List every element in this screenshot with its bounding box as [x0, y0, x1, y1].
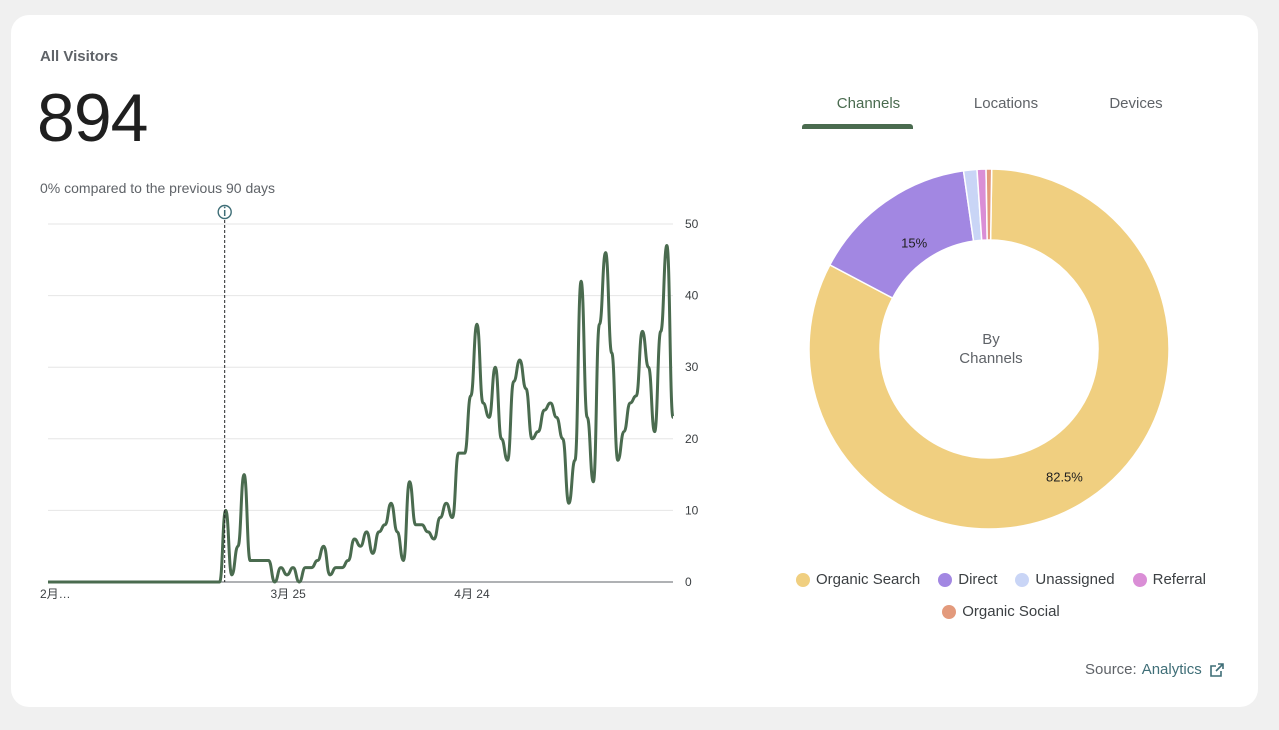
active-tab-indicator [802, 124, 913, 129]
tab-devices[interactable]: Devices [1109, 95, 1163, 112]
source-prefix: Source: [1085, 661, 1137, 678]
legend-item-organic-search[interactable]: Organic Search [796, 571, 920, 588]
legend-item-unassigned[interactable]: Unassigned [1015, 571, 1115, 588]
slice-label: 15% [901, 236, 927, 251]
source-link[interactable]: Analytics [1141, 661, 1202, 678]
external-link-icon[interactable] [1209, 662, 1224, 677]
line-chart-svg: 0 10 20 30 40 50 2月… 3月 25 4月 24 [40, 204, 699, 601]
donut-center-line2: Channels [959, 350, 1023, 367]
legend-item-direct[interactable]: Direct [938, 571, 997, 588]
line-chart: 0 10 20 30 40 50 2月… 3月 25 4月 24 [11, 15, 751, 707]
tab-locations[interactable]: Locations [973, 95, 1039, 112]
legend-item-referral[interactable]: Referral [1132, 571, 1206, 588]
info-icon[interactable] [217, 204, 232, 220]
x-tick-label: 4月 24 [454, 587, 490, 601]
legend-label: Direct [958, 571, 998, 588]
legend-label: Referral [1152, 571, 1206, 588]
x-tick-label: 2月… [40, 587, 71, 601]
donut-center-label: By Channels [911, 330, 1071, 368]
y-tick-label: 40 [685, 289, 699, 303]
comparison-text: 0% compared to the previous 90 days [40, 180, 276, 196]
slice-label: 82.5% [1046, 469, 1083, 484]
source-line: Source: Analytics [1085, 661, 1224, 678]
legend-dot [938, 572, 953, 587]
donut-slice[interactable] [808, 168, 1170, 530]
donut-slice[interactable] [985, 168, 993, 241]
legend-item-organic-social[interactable]: Organic Social [942, 603, 1060, 620]
donut-legend: Organic Search Direct Unassigned Referra… [771, 571, 1231, 635]
donut-chart: 82.5% 15% [808, 168, 1170, 530]
x-tick-label: 3月 25 [270, 587, 306, 601]
legend-dot [1015, 572, 1030, 587]
legend-label: Organic Search [816, 571, 921, 588]
y-tick-label: 20 [685, 432, 699, 446]
y-tick-label: 50 [685, 217, 699, 231]
tab-bar: Channels Locations Devices [801, 95, 1201, 129]
donut-center-line1: By [982, 331, 1000, 348]
tab-channels[interactable]: Channels [836, 95, 901, 112]
visitors-card: All Visitors 894 0% compared to the prev… [11, 15, 1258, 707]
legend-dot [796, 572, 811, 587]
legend-dot [942, 604, 957, 619]
legend-dot [1132, 572, 1147, 587]
legend-label: Organic Social [962, 603, 1060, 620]
series-line [48, 243, 675, 584]
legend-label: Unassigned [1035, 571, 1115, 588]
total-visitors: 894 [37, 80, 148, 156]
y-tick-label: 0 [685, 575, 692, 589]
card-title: All Visitors [40, 48, 119, 65]
y-tick-label: 10 [685, 503, 699, 517]
y-tick-label: 30 [685, 360, 699, 374]
